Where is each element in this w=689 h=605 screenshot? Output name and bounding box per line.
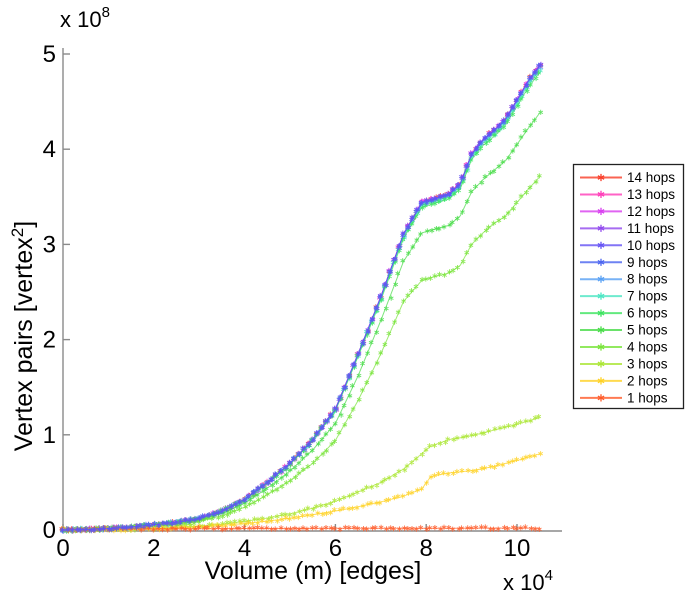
series-markers [60, 63, 542, 533]
legend: 14 hops 13 hops 12 hops 11 hops 10 hops 9 hop… [572, 163, 685, 410]
legend-item: 7 hops [580, 289, 668, 304]
legend-item: 11 hops [580, 221, 674, 236]
legend-item: 3 hops [580, 356, 668, 371]
series-line [62, 72, 541, 531]
legend-marker [597, 377, 605, 385]
legend-marker [597, 258, 605, 266]
series-13-hops [60, 63, 543, 534]
legend-marker [597, 207, 605, 215]
x-tick-label: 2 [147, 535, 160, 562]
legend-box [572, 163, 685, 410]
series-8-hops [60, 65, 544, 534]
legend-marker [597, 326, 605, 334]
legend-label: 5 hops [627, 323, 668, 338]
legend-label: 6 hops [627, 306, 668, 321]
x-tick-label: 0 [56, 535, 69, 562]
x-tick-label: 10 [504, 535, 531, 562]
series-markers [60, 68, 543, 533]
legend-marker [597, 360, 605, 368]
legend-marker [597, 343, 605, 351]
series-markers [61, 61, 544, 534]
legend-label: 13 hops [627, 187, 675, 202]
legend-marker [597, 292, 605, 300]
legend-item: 5 hops [580, 323, 668, 338]
series-10-hops [60, 62, 544, 534]
legend-marker [597, 241, 605, 249]
legend-label: 3 hops [627, 356, 668, 371]
legend-item: 9 hops [580, 255, 668, 270]
legend-item: 2 hops [580, 373, 668, 388]
legend-label: 12 hops [627, 204, 675, 219]
series-line [62, 176, 541, 531]
y-tick-label: 1 [43, 422, 56, 449]
legend-label: 14 hops [627, 170, 675, 185]
y-axis-label: Vertex pairs [vertex2] [8, 221, 38, 451]
legend-marker [597, 309, 605, 317]
series-line [62, 417, 540, 531]
legend-item: 14 hops [580, 170, 675, 185]
series-markers [60, 173, 542, 534]
legend-item: 1 hops [580, 390, 668, 405]
y-axis-exponent: x 108 [60, 4, 110, 32]
legend-item: 10 hops [580, 238, 675, 253]
legend-item: 12 hops [580, 204, 675, 219]
series-7-hops [60, 68, 543, 533]
y-tick-label: 0 [43, 517, 56, 544]
series-markers [60, 62, 544, 534]
x-axis-label: Volume (m) [edges] [205, 557, 422, 585]
legend-marker [597, 173, 605, 182]
y-tick-label: 3 [43, 231, 56, 258]
legend-item: 8 hops [580, 272, 668, 287]
legend-marker [597, 275, 605, 283]
axes: 0 2 4 6 8 10 0 1 2 3 4 5 [43, 41, 562, 562]
legend-marker [597, 394, 605, 402]
series-12-hops [60, 63, 542, 533]
legend-item: 4 hops [580, 340, 668, 355]
series-markers [59, 63, 544, 534]
x-tick-label: 8 [420, 535, 433, 562]
series-markers [61, 451, 544, 534]
series-line [62, 112, 541, 531]
y-tick-label: 2 [43, 327, 56, 354]
legend-label: 11 hops [627, 221, 674, 236]
series-markers [59, 62, 541, 534]
series-4-hops [60, 173, 542, 534]
series-line [62, 453, 540, 531]
series-markers [60, 63, 543, 534]
legend-label: 10 hops [627, 238, 675, 253]
legend-label: 7 hops [627, 289, 668, 304]
legend-label: 8 hops [627, 272, 668, 287]
x-axis-exponent: x 104 [503, 567, 553, 595]
legend-label: 2 hops [627, 373, 668, 388]
plot-series [59, 61, 544, 534]
legend-marker [597, 224, 605, 232]
legend-label: 4 hops [627, 340, 668, 355]
series-14-hops [59, 63, 544, 534]
series-2-hops [61, 451, 544, 534]
legend-label: 1 hops [627, 390, 668, 405]
x-tick-label: 6 [329, 535, 342, 562]
legend-label: 9 hops [627, 255, 668, 270]
legend-item: 6 hops [580, 306, 668, 321]
legend-marker [597, 190, 605, 198]
y-tick-label: 4 [43, 136, 56, 163]
series-11-hops [61, 61, 544, 534]
series-markers [60, 65, 544, 534]
series-9-hops [59, 62, 541, 534]
y-tick-label: 5 [43, 41, 56, 68]
legend-item: 13 hops [580, 187, 675, 202]
x-tick-label: 4 [238, 535, 251, 562]
